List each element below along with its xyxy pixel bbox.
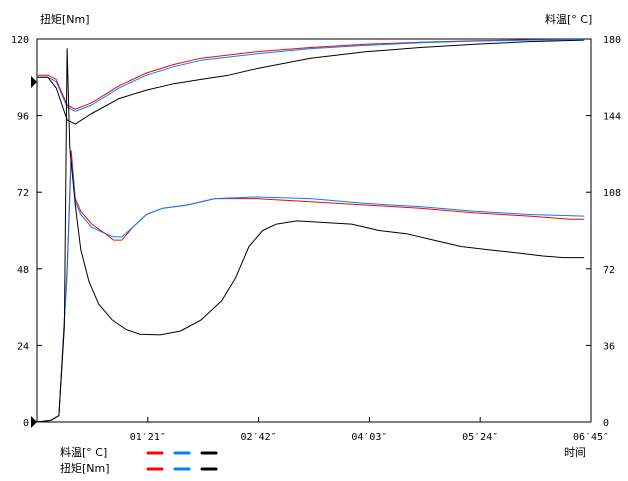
series-line-torque-4 [36, 156, 585, 423]
left-tick-label: 120 [11, 35, 29, 46]
upper-marker-icon [31, 76, 37, 88]
left-tick-label: 72 [17, 188, 29, 199]
right-tick-label: 144 [603, 112, 621, 123]
left-tick-label: 48 [17, 265, 29, 276]
left-axis: 0 24 48 72 96 120 [11, 35, 42, 429]
left-tick-label: 0 [23, 418, 29, 429]
x-tick-label: 06′45″ [573, 432, 609, 443]
series-line-temp-2 [37, 39, 585, 125]
right-axis-title: 料温[° C] [545, 12, 592, 26]
x-axis: 01′21″ 02′42″ 04′03″ 05′24″ 06′45″ [130, 417, 609, 443]
left-tick-label: 96 [17, 112, 29, 123]
x-axis-title: 时间 [564, 446, 586, 459]
lower-marker-icon [31, 416, 37, 428]
right-tick-label: 36 [603, 341, 615, 352]
right-tick-label: 180 [603, 35, 621, 46]
series-layer [36, 38, 585, 423]
right-tick-label: 0 [603, 418, 609, 429]
right-axis: 0 36 72 108 144 180 [586, 35, 621, 429]
series-line-temp-1 [37, 38, 585, 112]
legend-swatches [146, 451, 218, 471]
right-tick-label: 72 [603, 265, 615, 276]
right-tick-label: 108 [603, 188, 621, 199]
series-line-temp-0 [37, 38, 585, 110]
left-tick-label: 24 [17, 341, 29, 352]
x-tick-label: 02′42″ [241, 432, 277, 443]
legend-temp-label: 料温[° C] [60, 445, 107, 459]
legend-torque-label: 扭矩[Nm] [60, 461, 110, 475]
series-line-torque-3 [36, 150, 585, 423]
left-axis-title: 扭矩[Nm] [40, 12, 90, 26]
plot-area-frame [36, 38, 592, 423]
series-line-torque-5 [36, 48, 585, 423]
x-tick-label: 01′21″ [130, 432, 166, 443]
x-tick-label: 05′24″ [462, 432, 498, 443]
x-tick-label: 04′03″ [351, 432, 387, 443]
